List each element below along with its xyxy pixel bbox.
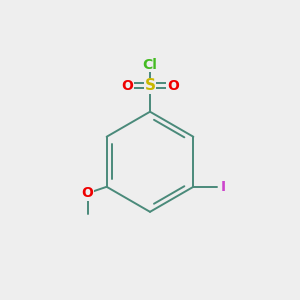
Text: S: S [145, 78, 155, 93]
Text: Cl: Cl [142, 58, 158, 72]
Text: O: O [167, 79, 179, 93]
Text: O: O [121, 79, 133, 93]
Text: O: O [82, 186, 93, 200]
Text: I: I [221, 180, 226, 194]
